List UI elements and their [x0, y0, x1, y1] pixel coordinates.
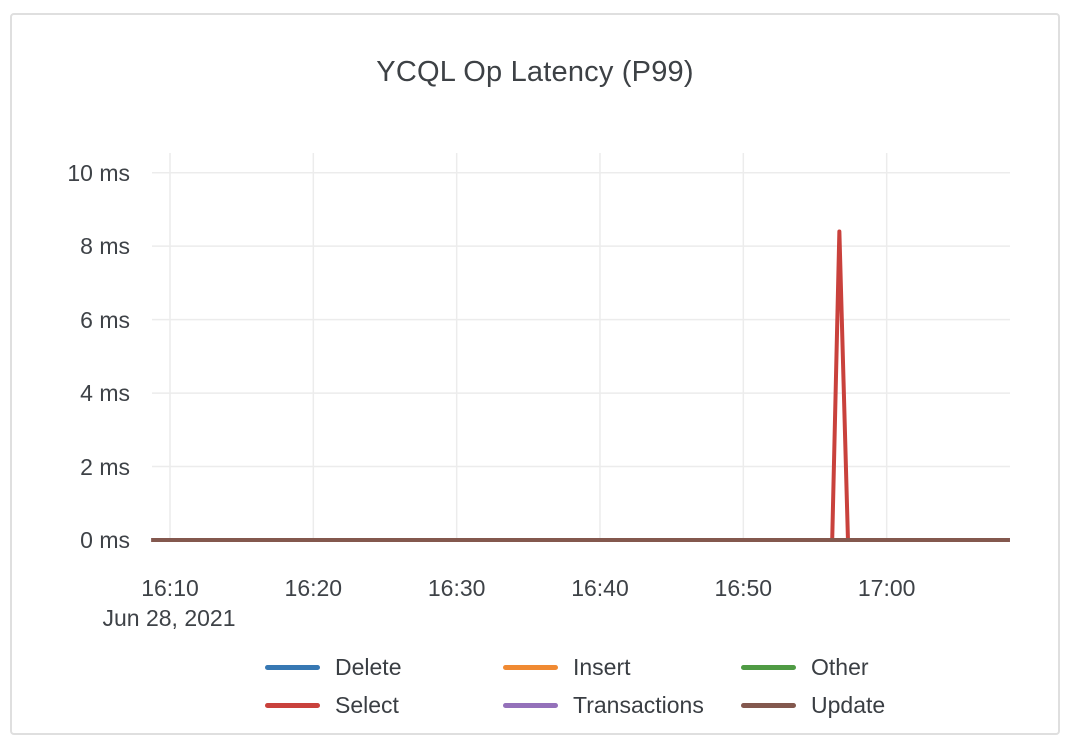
- legend-swatch-other: [741, 664, 796, 670]
- legend: Delete Insert Other Select Transactions Updat…: [265, 648, 979, 724]
- x-tick-label: 16:30: [427, 575, 486, 601]
- legend-swatch-insert: [503, 664, 558, 670]
- legend-item-other[interactable]: Other: [741, 648, 979, 686]
- legend-swatch-update: [741, 702, 796, 708]
- legend-swatch-transactions: [503, 702, 558, 708]
- y-tick-label: 10 ms: [67, 159, 130, 186]
- legend-label: Delete: [335, 653, 402, 680]
- legend-item-update[interactable]: Update: [741, 686, 979, 724]
- y-tick-label: 2 ms: [80, 453, 130, 480]
- chart-card: [10, 13, 1060, 735]
- legend-item-insert[interactable]: Insert: [503, 648, 741, 686]
- legend-item-delete[interactable]: Delete: [265, 648, 503, 686]
- x-tick-label: 16:10: [141, 575, 199, 601]
- x-tick-label: 16:20: [284, 575, 343, 601]
- y-tick-label: 6 ms: [80, 306, 130, 333]
- x-axis-date-label: Jun 28, 2021: [102, 605, 236, 631]
- series-line-select: [151, 229, 1010, 542]
- x-tick-label: 17:00: [857, 575, 916, 601]
- legend-label: Transactions: [573, 691, 704, 718]
- y-tick-label: 0 ms: [80, 527, 130, 553]
- x-tick-label: 16:50: [714, 575, 773, 601]
- x-tick-label: 16:40: [571, 575, 629, 601]
- legend-swatch-select: [265, 702, 320, 708]
- legend-item-select[interactable]: Select: [265, 686, 503, 724]
- y-tick-label: 4 ms: [80, 380, 130, 407]
- legend-label: Update: [811, 691, 886, 718]
- y-tick-label: 8 ms: [80, 233, 130, 260]
- legend-swatch-delete: [265, 664, 320, 670]
- legend-label: Insert: [573, 653, 631, 680]
- legend-label: Select: [335, 691, 399, 718]
- chart-title: YCQL Op Latency (P99): [376, 56, 694, 88]
- legend-item-transactions[interactable]: Transactions: [503, 686, 741, 724]
- legend-label: Other: [811, 653, 869, 680]
